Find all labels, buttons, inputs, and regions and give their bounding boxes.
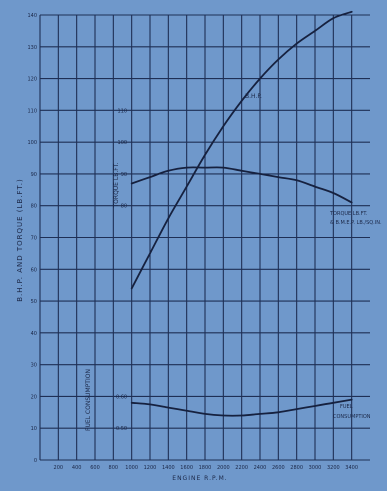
x-tick-label: 2200 (235, 465, 248, 471)
torque-annotation-line2: & B.M.E.P. LB./SQ.IN. (330, 220, 382, 226)
y-tick-label: 130 (27, 45, 37, 51)
x-tick-label: 800 (109, 465, 119, 471)
x-tick-label: 200 (54, 465, 64, 471)
y-tick-label: 40 (31, 331, 37, 337)
x-tick-label: 2600 (272, 465, 285, 471)
fuel-tick-label: 0.60 (116, 394, 127, 400)
fuel-annotation-line1: FUEL (340, 404, 353, 410)
x-tick-label: 2400 (254, 465, 267, 471)
bhp-annotation: B.H.P. (245, 93, 262, 100)
x-tick-label: 600 (90, 465, 100, 471)
x-tick-label: 1400 (162, 465, 175, 471)
y-tick-label: 60 (31, 267, 37, 273)
torque-annotation-line1: TORQUE LB.FT. (329, 211, 368, 217)
x-tick-label: 2800 (290, 465, 303, 471)
y-tick-label: 80 (31, 204, 37, 210)
y-tick-label: 0 (34, 458, 37, 464)
series-lines (130, 10, 353, 417)
x-tick-label: 400 (72, 465, 82, 471)
x-tick-label: 1200 (144, 465, 157, 471)
fuel-annotation-line2: CONSUMPTION (333, 414, 371, 420)
y-tick-label: 140 (27, 13, 37, 19)
y-tick-label: 110 (27, 108, 37, 114)
x-tick-label: 2000 (217, 465, 230, 471)
y-tick-label: 30 (31, 363, 37, 369)
fuel-axis-label: FUEL CONSUMPTION (85, 369, 92, 431)
x-tick-label: 3400 (345, 465, 358, 471)
torque-tick-label: 90 (121, 172, 127, 178)
y-tick-label: 50 (31, 299, 37, 305)
torque-axis-label: TORQUE LB.FT. (113, 162, 120, 208)
y-tick-label: 120 (27, 77, 37, 83)
torque-curve (130, 166, 353, 204)
fuel-tick-label: 0.50 (116, 426, 127, 432)
x-tick-label: 1000 (125, 465, 138, 471)
y-tick-label: 10 (31, 426, 37, 432)
y-axis-label: B.H.P. AND TORQUE (LB.FT.) (16, 178, 24, 302)
torque-tick-label: 80 (121, 204, 127, 210)
grid (39, 14, 370, 461)
x-tick-label: 1600 (180, 465, 193, 471)
y-tick-label: 90 (31, 172, 37, 178)
y-tick-label: 70 (31, 236, 37, 242)
x-tick-label: 3000 (309, 465, 322, 471)
x-axis-label: ENGINE R.P.M. (172, 475, 227, 482)
x-tick-label: 1800 (199, 465, 212, 471)
x-tick-label: 3200 (327, 465, 340, 471)
y-tick-label: 100 (27, 140, 37, 146)
y-tick-label: 20 (31, 394, 37, 400)
torque-tick-label: 100 (118, 140, 128, 146)
torque-tick-label: 110 (118, 108, 128, 114)
fuel-consumption-curve (130, 398, 353, 417)
bhp-curve (130, 10, 353, 290)
axis-ticks: 200 400 600 800 1000 1200 1400 1600 1800 2000 2200… (27, 13, 358, 471)
